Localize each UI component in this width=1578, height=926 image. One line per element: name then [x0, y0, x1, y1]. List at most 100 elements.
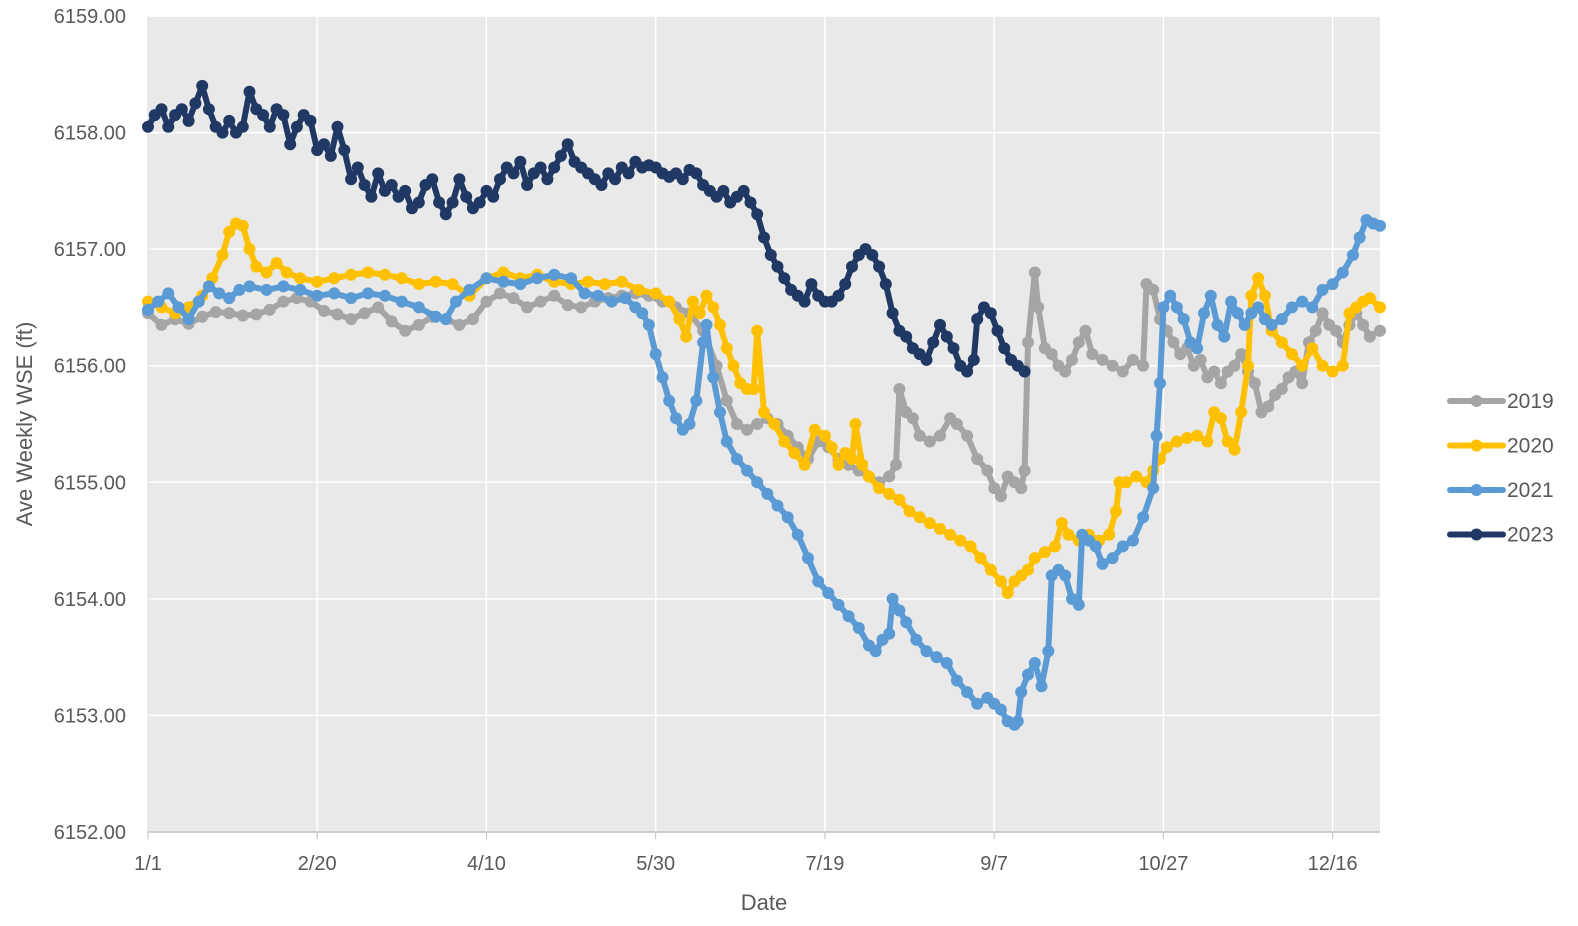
- data-point: [923, 435, 936, 448]
- data-point: [514, 155, 527, 168]
- data-point: [429, 275, 442, 288]
- data-point: [862, 470, 875, 483]
- data-point: [950, 674, 963, 687]
- legend-label: 2019: [1507, 390, 1554, 413]
- data-point: [1028, 657, 1041, 669]
- data-point: [213, 287, 226, 300]
- data-point: [1103, 528, 1116, 541]
- data-point: [1316, 359, 1329, 372]
- data-point: [764, 249, 777, 261]
- data-point: [1096, 557, 1109, 570]
- data-point: [592, 289, 605, 302]
- data-point: [1214, 412, 1227, 425]
- data-point: [1214, 377, 1227, 390]
- data-point: [788, 447, 801, 460]
- data-point: [1194, 353, 1207, 366]
- data-point: [494, 173, 506, 186]
- data-point: [250, 260, 263, 273]
- data-point: [260, 266, 273, 279]
- data-point: [578, 287, 591, 300]
- data-point: [429, 310, 442, 323]
- data-point: [984, 563, 997, 576]
- data-point: [263, 120, 276, 133]
- data-point: [1252, 272, 1265, 285]
- data-point: [1015, 482, 1028, 495]
- data-point: [890, 458, 902, 471]
- data-point: [345, 313, 358, 326]
- data-point: [318, 138, 330, 151]
- data-point: [866, 249, 879, 261]
- data-point: [1167, 336, 1180, 349]
- data-point: [920, 353, 933, 366]
- data-point: [1032, 301, 1045, 314]
- data-point: [345, 292, 358, 305]
- data-point: [1235, 348, 1248, 361]
- data-point: [284, 138, 297, 151]
- data-point: [1286, 348, 1298, 361]
- data-point: [162, 287, 175, 300]
- data-point: [964, 540, 977, 553]
- data-point: [1296, 295, 1309, 308]
- series-lines: [142, 79, 1386, 731]
- data-point: [561, 138, 574, 151]
- data-point: [1160, 441, 1173, 454]
- data-point: [172, 301, 185, 314]
- data-point: [832, 458, 845, 471]
- data-point: [1164, 289, 1177, 302]
- data-point: [358, 179, 371, 191]
- legend-marker: [1470, 528, 1483, 541]
- y-tick-label: 6157.00: [54, 239, 126, 261]
- data-point: [1275, 383, 1288, 395]
- data-point: [372, 301, 385, 314]
- data-point: [1177, 313, 1190, 326]
- data-point: [450, 295, 462, 308]
- data-point: [223, 114, 236, 127]
- data-point: [961, 365, 974, 378]
- plot-area: [148, 16, 1380, 832]
- data-point: [798, 295, 811, 308]
- data-point: [331, 120, 344, 133]
- data-point: [1286, 301, 1298, 314]
- data-point: [697, 336, 710, 349]
- data-point: [1035, 680, 1048, 693]
- data-point: [399, 184, 412, 197]
- legend-label: 2020: [1507, 435, 1554, 458]
- data-point: [1326, 365, 1339, 378]
- data-point: [771, 260, 784, 273]
- data-point: [940, 657, 953, 669]
- data-point: [988, 482, 1001, 495]
- data-point: [923, 517, 936, 530]
- data-point: [1262, 400, 1275, 413]
- data-point: [1028, 552, 1041, 565]
- data-point: [1018, 365, 1031, 378]
- data-point: [345, 173, 358, 186]
- data-point: [548, 161, 561, 174]
- data-point: [1181, 432, 1194, 444]
- data-point: [521, 301, 534, 314]
- y-tick-label: 6154.00: [54, 589, 126, 611]
- data-point: [1126, 534, 1139, 547]
- data-point: [531, 272, 544, 285]
- data-point: [1374, 301, 1386, 314]
- data-point: [223, 292, 236, 305]
- data-point: [1147, 283, 1160, 296]
- data-point: [690, 394, 703, 407]
- data-point: [1038, 546, 1051, 559]
- axes: 6159.00 6158.00 6157.00 6156.00 6155.00 6154.…: [54, 6, 1380, 875]
- data-point: [927, 336, 940, 349]
- legend-label: 2021: [1507, 479, 1554, 502]
- data-point: [883, 487, 896, 500]
- data-point: [720, 342, 733, 355]
- data-point: [950, 418, 963, 430]
- data-point: [700, 289, 713, 302]
- data-point: [1059, 569, 1072, 582]
- data-point: [233, 283, 246, 296]
- data-point: [1191, 342, 1204, 355]
- data-point: [1147, 482, 1160, 495]
- data-point: [714, 318, 726, 331]
- data-point: [1221, 435, 1234, 448]
- data-point: [575, 301, 588, 314]
- data-point: [439, 313, 452, 326]
- data-point: [998, 342, 1011, 355]
